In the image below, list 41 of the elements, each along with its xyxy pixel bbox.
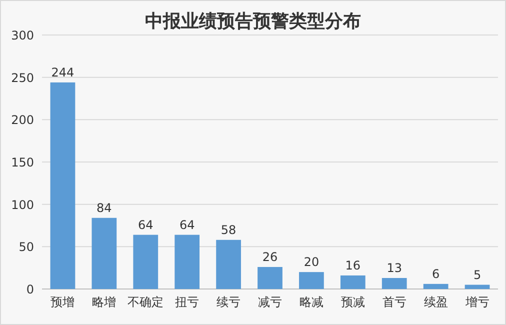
bar bbox=[92, 218, 117, 289]
data-label: 244 bbox=[51, 65, 74, 80]
y-tick-label: 100 bbox=[11, 198, 34, 212]
x-tick-label: 预减 bbox=[340, 295, 365, 309]
y-tick-label: 300 bbox=[11, 28, 34, 42]
x-tick-label: 首亏 bbox=[382, 295, 406, 309]
bar bbox=[258, 266, 282, 289]
bar bbox=[174, 234, 200, 289]
y-tick-label: 150 bbox=[11, 156, 34, 170]
x-tick-label: 不确定 bbox=[128, 295, 164, 309]
data-label: 6 bbox=[432, 266, 440, 281]
data-label: 64 bbox=[179, 218, 195, 232]
bar bbox=[423, 284, 448, 289]
data-label: 84 bbox=[96, 200, 112, 215]
data-label: 5 bbox=[473, 268, 482, 282]
bar bbox=[340, 275, 366, 289]
bar bbox=[299, 272, 324, 289]
data-label: 26 bbox=[262, 250, 278, 264]
bar bbox=[133, 234, 158, 289]
data-label: 58 bbox=[220, 222, 236, 237]
x-tick-label: 增亏 bbox=[464, 295, 490, 309]
x-tick-label: 扭亏 bbox=[175, 295, 200, 309]
chart-title: 中报业绩预告预警类型分布 bbox=[145, 11, 361, 32]
y-tick-label: 250 bbox=[11, 70, 34, 85]
x-tick-label: 预增 bbox=[50, 295, 75, 309]
x-tick-label: 略增 bbox=[92, 295, 116, 309]
y-tick-label: 0 bbox=[26, 282, 34, 296]
x-tick-label: 续盈 bbox=[424, 295, 448, 309]
y-tick-label: 200 bbox=[11, 113, 34, 128]
x-tick-label: 减亏 bbox=[258, 295, 282, 309]
y-tick-label: 50 bbox=[18, 240, 34, 254]
data-label: 13 bbox=[386, 260, 402, 275]
bar bbox=[50, 82, 76, 289]
bar bbox=[382, 278, 407, 289]
bar bbox=[216, 240, 241, 289]
x-tick-label: 略减 bbox=[299, 295, 324, 309]
bar bbox=[464, 284, 490, 289]
data-label: 16 bbox=[345, 258, 361, 272]
data-label: 20 bbox=[304, 255, 320, 270]
data-label: 64 bbox=[138, 218, 154, 232]
x-tick-label: 续亏 bbox=[216, 295, 241, 309]
